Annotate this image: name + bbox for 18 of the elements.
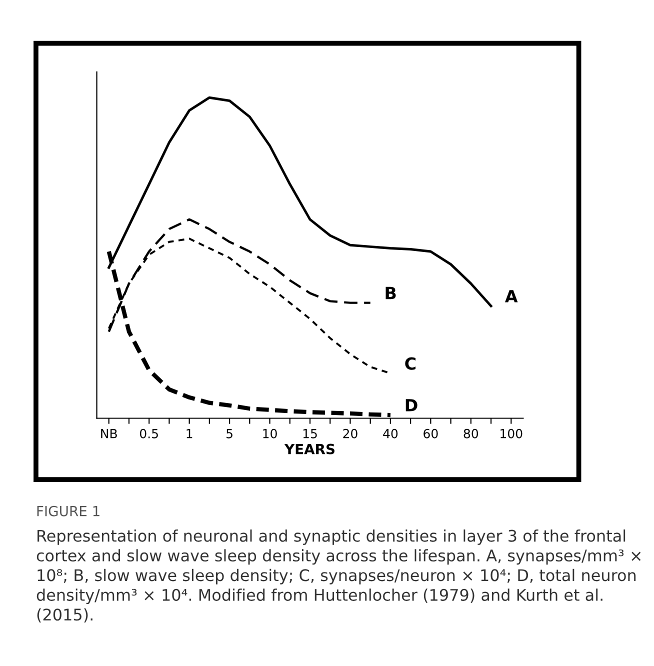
x-tick-label: 20 xyxy=(343,428,358,438)
x-tick-label: 60 xyxy=(424,428,438,438)
caption: FIGURE 1 xyxy=(37,506,100,516)
series-label: A xyxy=(504,290,518,302)
x-tick-label: 5 xyxy=(226,429,232,438)
x-tick-label: 15 xyxy=(303,429,317,438)
x-axis-title: YEARS xyxy=(284,444,334,454)
x-tick-label: 80 xyxy=(464,428,478,438)
x-tick-label: 40 xyxy=(383,428,398,438)
x-tick-label: NB xyxy=(101,429,117,438)
text: Representation of neuronal and synaptic densities in layer 3 of the frontal cortex and slow wave sleep density across the lifespan. A, synapses/mm³ × 10⁸; B, slow wave sleep density; C, synapses/neuron × 10⁴; D, total neuron density/mm³ × 10⁴. Modified from Huttenlocher (1979) and Kurth et al. (2015). xyxy=(36,529,641,623)
series-label: D xyxy=(406,399,418,412)
x-tick-label: 1 xyxy=(186,429,192,438)
x-tick-label: 100 xyxy=(500,428,522,438)
series-label: B xyxy=(386,286,396,300)
x-tick-label: 10 xyxy=(263,428,277,438)
x-tick-label: 0.5 xyxy=(140,428,158,438)
series-label: C xyxy=(405,357,416,370)
